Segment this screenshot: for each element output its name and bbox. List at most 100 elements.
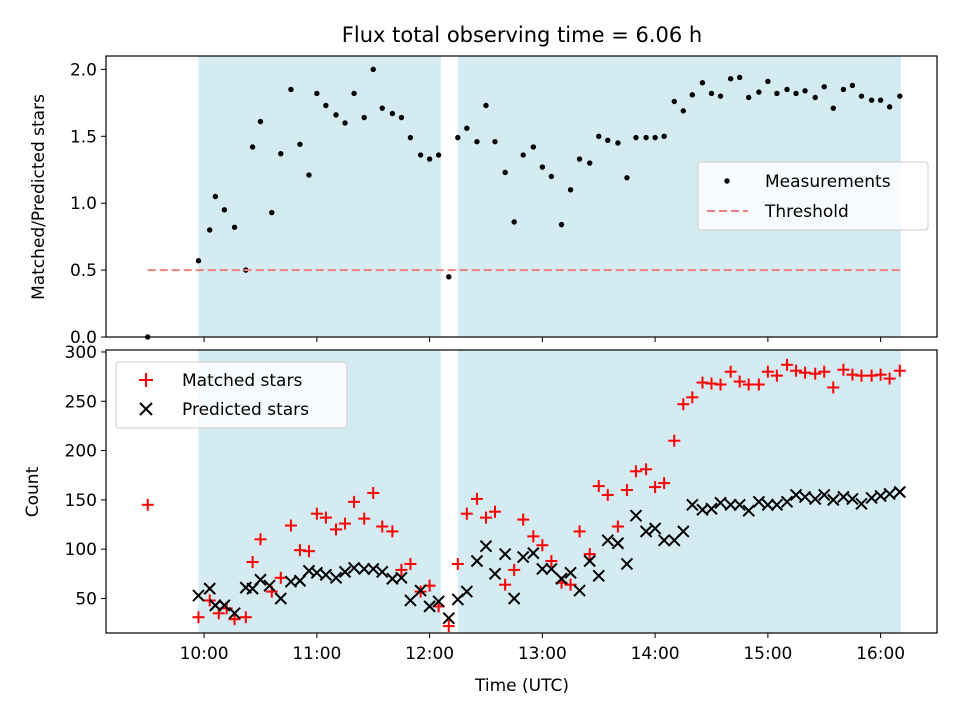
matched-star-point	[274, 571, 287, 584]
measurement-point	[756, 89, 762, 95]
predicted-star-point	[893, 485, 906, 499]
matched-star-point	[404, 557, 417, 570]
predicted-star-point	[545, 562, 558, 576]
matched-star-point	[358, 512, 371, 525]
measurement-point	[717, 93, 724, 99]
predicted-star-point	[611, 537, 625, 550]
top-y-tick-label: 2.0	[70, 60, 97, 80]
measurement-point	[830, 105, 836, 111]
predicted-star-point	[507, 592, 521, 605]
measurement-point	[802, 88, 808, 94]
matched-star-point	[809, 367, 822, 380]
measurement-point	[278, 150, 284, 157]
predicted-star-point	[883, 487, 896, 501]
top-y-tick-label: 0.5	[70, 261, 97, 281]
matched-star-point	[611, 520, 624, 533]
predicted-star-point	[404, 594, 417, 607]
predicted-star-point	[798, 490, 812, 504]
measurement-point	[793, 90, 799, 97]
measurement-point	[446, 274, 452, 280]
measurement-point	[342, 120, 348, 126]
matched-star-point	[770, 369, 783, 382]
measurement-point	[567, 187, 574, 193]
bottom-panel: 50 100 150 200 250 300 10:00 11:00 12:00 13:00 14…	[23, 343, 938, 664]
measurement-point	[474, 138, 480, 145]
predicted-star-point	[347, 561, 361, 575]
measurement-point	[886, 104, 893, 110]
matched-star-point	[239, 611, 252, 624]
predicted-star-point	[742, 504, 755, 517]
legend-matched-label: Matched stars	[182, 371, 302, 391]
matched-star-point	[367, 486, 380, 499]
predicted-star-point	[263, 579, 276, 592]
matched-star-point	[545, 555, 558, 568]
predicted-star-point	[432, 595, 445, 608]
matched-star-point	[893, 364, 906, 377]
measurement-point	[530, 144, 537, 150]
matched-star-point	[536, 539, 549, 552]
matched-star-point	[601, 488, 614, 501]
predicted-star-point	[209, 599, 222, 612]
measurement-point	[587, 160, 593, 166]
predicted-star-point	[752, 495, 766, 509]
top-panel: 0.00.51.01.52.0 Matched/Predicted stars …	[29, 55, 938, 348]
top-y-tick-label: 0.0	[70, 328, 97, 348]
predicted-star-point	[809, 492, 822, 506]
top-shaded-interval-0	[198, 56, 441, 337]
matched-star-point	[141, 498, 154, 511]
measurement-point	[812, 94, 818, 101]
bottom-y-tick-label: 150	[65, 491, 97, 511]
measurement-point	[407, 134, 414, 141]
measurement-point	[257, 118, 264, 125]
measurement-point	[212, 193, 219, 200]
top-legend: Measurements Threshold	[697, 161, 929, 231]
measurement-point	[897, 93, 903, 99]
measurement-point	[774, 90, 780, 97]
predicted-star-point	[780, 495, 794, 509]
predicted-star-point	[639, 525, 653, 538]
x-tick-label: 10:00	[180, 644, 229, 664]
measurement-point	[661, 133, 667, 139]
matched-star-point	[629, 465, 642, 478]
measurement-point	[877, 97, 884, 103]
matched-star-point	[658, 477, 671, 490]
measurement-point	[483, 102, 489, 109]
predicted-star-point	[358, 562, 371, 576]
measurement-point	[596, 133, 602, 139]
predicted-star-point	[423, 600, 436, 613]
matched-star-point	[517, 513, 530, 526]
measurement-point	[736, 74, 743, 81]
measurement-point	[605, 137, 611, 143]
bottom-axes-frame	[105, 349, 938, 634]
predicted-star-point	[592, 569, 605, 583]
matched-star-point	[724, 365, 737, 378]
predicted-star-point	[319, 568, 333, 582]
matched-star-point	[573, 525, 586, 538]
predicted-star-point	[761, 498, 775, 512]
chart-title: Flux total observing time = 6.06 h	[342, 23, 702, 47]
top-y-axis-label: Matched/Predicted stars	[29, 94, 49, 300]
matched-star-point	[649, 481, 662, 494]
x-tick-label: 16:00	[856, 644, 905, 664]
matched-star-point	[714, 378, 727, 391]
bottom-y-tick-label: 200	[65, 442, 97, 462]
measurement-point	[207, 227, 213, 233]
measurement-point	[455, 134, 461, 141]
matched-star-point	[254, 533, 267, 546]
x-tick-label: 11:00	[292, 644, 341, 664]
matched-star-point	[761, 365, 774, 378]
measurement-point	[464, 125, 470, 131]
measurement-point	[398, 114, 405, 121]
predicted-star-point	[254, 573, 267, 586]
matched-star-point	[192, 611, 205, 624]
matched-star-point	[883, 372, 896, 385]
measurement-point	[576, 156, 583, 162]
matched-star-point	[470, 492, 483, 505]
matched-star-point	[818, 365, 831, 378]
measurement-point	[727, 76, 734, 82]
predicted-star-point	[516, 550, 530, 564]
predicted-star-point	[376, 565, 389, 579]
predicted-star-point	[293, 574, 307, 587]
matched-star-point	[752, 378, 765, 391]
